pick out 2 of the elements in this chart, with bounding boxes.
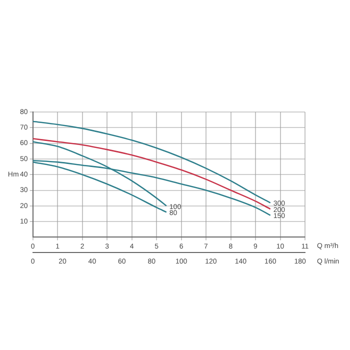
line-series: [32, 138, 272, 210]
line-series: [32, 120, 272, 204]
